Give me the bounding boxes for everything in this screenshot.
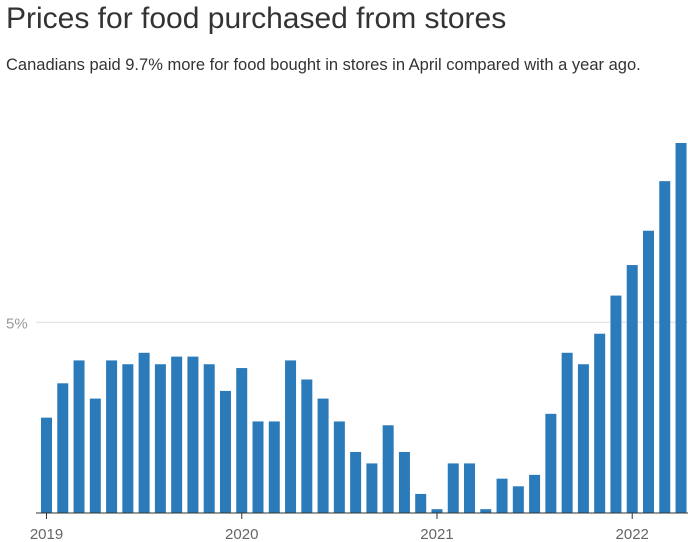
bar-2021-09: 2021-09: 4.2% (561, 352, 573, 513)
bar-2019-04: 2019-04: 3% (89, 398, 101, 513)
bar-2021-11: 2021-11: 4.7% (594, 333, 606, 513)
bar-2019-11: 2019-11: 3.9% (203, 364, 215, 513)
bar-2020-03: 2020-03: 2.4% (268, 421, 280, 513)
x-tick-label-2019: 2019 (30, 526, 63, 542)
bars: 2019-01: 2.5% 2019-02: 3.4% 2019-03: 4% 201… (41, 143, 687, 514)
bar-2021-06: 2021-06: 0.7% (512, 486, 524, 513)
bar-2020-09: 2020-09: 1.3% (366, 463, 378, 513)
bar-2020-11: 2020-11: 1.6% (398, 451, 410, 513)
bar-2019-07: 2019-07: 4.2% (138, 352, 150, 513)
bar-2021-04: 2021-04: 0.1% (480, 509, 492, 513)
bar-2020-06: 2020-06: 3% (317, 398, 329, 513)
bar-2021-12: 2021-12: 5.7% (610, 295, 622, 513)
bar-2020-12: 2020-12: 0.5% (415, 493, 427, 513)
bar-2019-10: 2019-10: 4.1% (187, 356, 199, 513)
bar-2020-01: 2020-01: 3.8% (236, 368, 248, 513)
chart-subtitle: Canadians paid 9.7% more for food bought… (6, 56, 641, 74)
bar-2019-08: 2019-08: 3.9% (154, 364, 166, 513)
y-axis-ticks: 5% (6, 315, 28, 332)
bar-2020-10: 2020-10: 2.3% (382, 425, 394, 513)
bar-2019-09: 2019-09: 4.1% (171, 356, 183, 513)
bar-2020-05: 2020-05: 3.5% (301, 379, 313, 513)
x-tick-label-2020: 2020 (225, 526, 258, 542)
bar-2021-05: 2021-05: 0.9% (496, 478, 508, 513)
bar-2019-05: 2019-05: 4% (106, 360, 118, 513)
bar-2021-03: 2021-03: 1.3% (464, 463, 476, 513)
bar-2021-02: 2021-02: 1.3% (447, 463, 459, 513)
bar-2020-02: 2020-02: 2.4% (252, 421, 264, 513)
y-tick-label: 5% (6, 315, 28, 332)
bar-2021-07: 2021-07: 1% (529, 474, 541, 513)
bar-2021-10: 2021-10: 3.9% (577, 364, 589, 513)
bar-2022-02: 2022-02: 7.4% (642, 230, 654, 514)
bar-2020-08: 2020-08: 1.6% (350, 451, 362, 513)
bar-2020-07: 2020-07: 2.4% (333, 421, 345, 513)
x-tick-label-2022: 2022 (616, 526, 649, 542)
x-axis-ticks: 2019 2020 2021 2022 (30, 513, 649, 542)
bar-2019-03: 2019-03: 4% (73, 360, 85, 513)
chart-title: Prices for food purchased from stores (6, 2, 507, 35)
bar-2021-08: 2021-08: 2.6% (545, 413, 557, 513)
bar-2022-03: 2022-03: 8.7% (659, 181, 671, 513)
bar-2021-01: 2021-01: 0.1% (431, 509, 443, 513)
bar-2019-01: 2019-01: 2.5% (41, 417, 52, 513)
bar-2020-04: 2020-04: 4% (285, 360, 297, 513)
bar-2019-12: 2019-12: 3.2% (219, 390, 231, 513)
x-tick-label-2021: 2021 (420, 526, 453, 542)
bar-2019-06: 2019-06: 3.9% (122, 364, 134, 513)
bar-2022-04: 2022-04: 9.7% (675, 143, 687, 513)
bar-2022-01: 2022-01: 6.5% (626, 265, 638, 513)
bar-2019-02: 2019-02: 3.4% (57, 383, 69, 513)
